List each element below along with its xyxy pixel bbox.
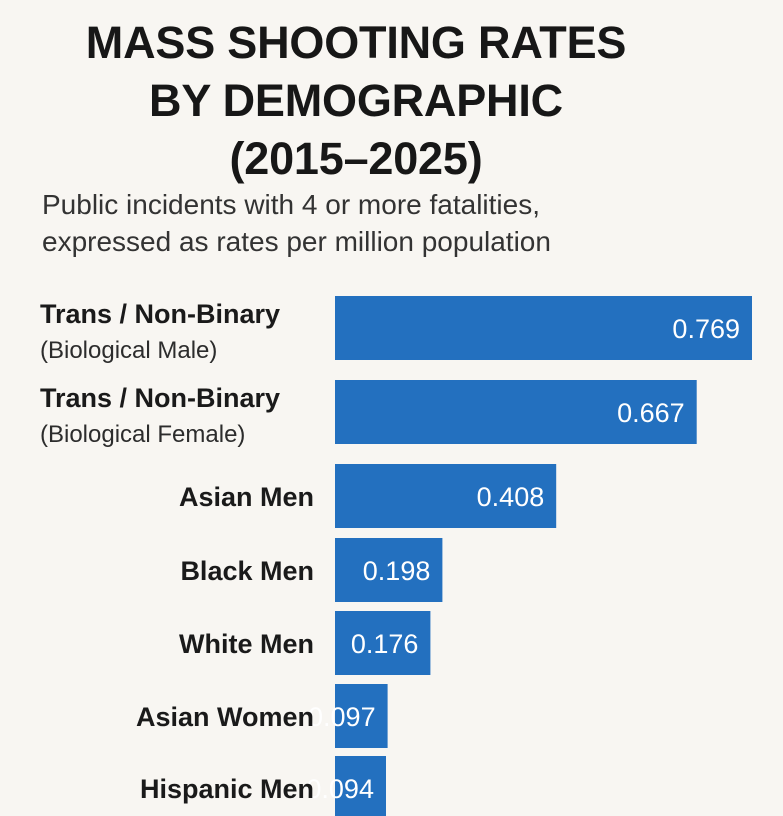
category-sublabel: (Biological Male): [40, 337, 217, 364]
bar-value-label: 0.667: [617, 398, 685, 428]
bar-0: [335, 296, 752, 360]
bar-value-label: 0.176: [351, 629, 419, 659]
chart-title-line-2: BY DEMOGRAPHIC: [149, 75, 563, 126]
category-label: Black Men: [180, 556, 314, 586]
category-sublabel: (Biological Female): [40, 421, 245, 448]
bar-4: [335, 611, 431, 675]
category-label: White Men: [179, 629, 314, 659]
bar-value-label: 0.094: [306, 774, 374, 804]
chart-title-line-1: MASS SHOOTING RATES: [85, 17, 627, 68]
bar-1: [335, 380, 697, 444]
chart-title: MASS SHOOTING RATES BY DEMOGRAPHIC (2015…: [0, 14, 712, 188]
chart-subtitle-line-1: Public incidents with 4 or more fataliti…: [42, 189, 540, 220]
chart-title-line-3: (2015–2025): [229, 133, 483, 184]
bar-value-label: 0.408: [477, 482, 545, 512]
chart-subtitle: Public incidents with 4 or more fataliti…: [42, 186, 762, 260]
category-label: Asian Women: [136, 702, 314, 732]
category-label: Hispanic Men: [140, 774, 314, 804]
category-label: Trans / Non-Binary: [40, 383, 280, 413]
bar-value-label: 0.198: [363, 556, 431, 586]
category-label: Asian Men: [179, 482, 314, 512]
bar-2: [335, 464, 557, 528]
bar-6: [335, 756, 386, 816]
bar-value-label: 0.769: [672, 314, 740, 344]
chart-subtitle-line-2: expressed as rates per million populatio…: [42, 226, 551, 257]
bar-5: [335, 684, 388, 748]
category-label: Trans / Non-Binary: [40, 299, 280, 329]
bar-3: [335, 538, 443, 602]
bar-value-label: 0.097: [308, 702, 376, 732]
